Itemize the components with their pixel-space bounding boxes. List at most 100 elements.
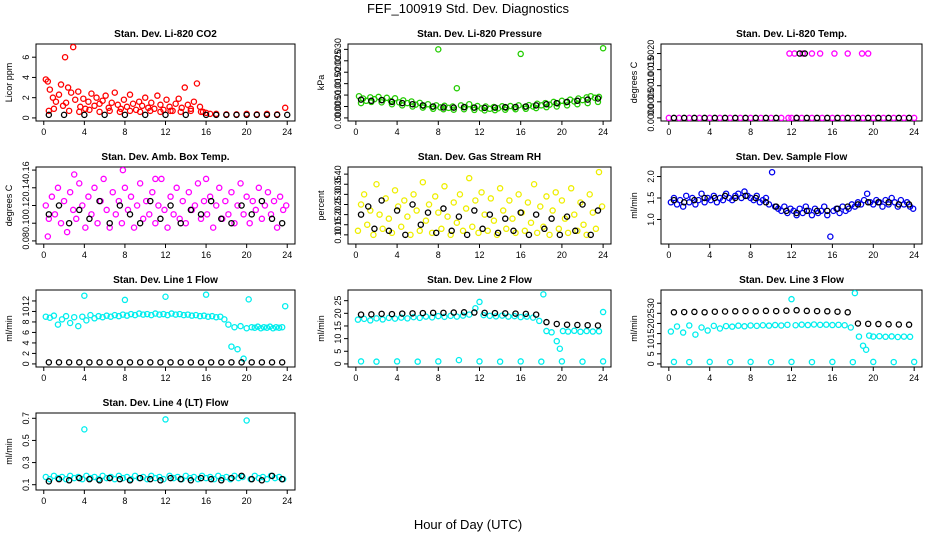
x-tick-label: 0 bbox=[41, 373, 46, 383]
data-point bbox=[502, 103, 509, 111]
data-point bbox=[818, 114, 826, 122]
data-point bbox=[60, 197, 68, 205]
data-point bbox=[119, 311, 127, 318]
data-point bbox=[829, 358, 836, 366]
x-tick-label: 20 bbox=[242, 496, 252, 506]
data-point bbox=[388, 310, 396, 318]
data-point bbox=[111, 311, 119, 319]
data-point bbox=[81, 292, 88, 299]
data-point bbox=[409, 310, 416, 317]
data-point bbox=[503, 225, 510, 233]
data-point bbox=[46, 86, 54, 93]
data-point bbox=[209, 224, 217, 231]
data-point bbox=[532, 104, 540, 112]
data-point bbox=[228, 359, 235, 366]
data-point bbox=[119, 166, 127, 174]
data-point bbox=[506, 197, 513, 204]
data-point bbox=[435, 312, 442, 320]
plot-frame bbox=[347, 289, 612, 368]
data-point bbox=[106, 107, 113, 115]
data-point bbox=[114, 101, 122, 109]
data-point bbox=[197, 474, 205, 482]
data-point bbox=[172, 311, 179, 318]
data-point bbox=[106, 219, 113, 227]
y-tick-label: 15 bbox=[333, 321, 343, 331]
data-point bbox=[167, 202, 174, 209]
data-point bbox=[157, 108, 164, 116]
data-point bbox=[799, 50, 806, 57]
data-point bbox=[55, 475, 63, 483]
data-point bbox=[817, 207, 825, 215]
data-point bbox=[152, 219, 159, 227]
data-point bbox=[200, 197, 208, 205]
data-point bbox=[841, 322, 848, 329]
data-point bbox=[450, 106, 457, 113]
data-point bbox=[567, 185, 575, 192]
data-point bbox=[512, 103, 519, 111]
data-point bbox=[453, 219, 461, 226]
data-point bbox=[357, 96, 365, 103]
data-point bbox=[589, 209, 597, 216]
data-point bbox=[373, 358, 380, 365]
data-point bbox=[905, 114, 913, 122]
panel-title: Stan. Dev. Sample Flow bbox=[736, 152, 848, 163]
data-point bbox=[710, 322, 718, 330]
data-point bbox=[357, 211, 365, 218]
data-point bbox=[94, 219, 101, 227]
chart-panel: Stan. Dev. Line 4 (LT) Flow 0 4 8 12 16 20 24 0.… bbox=[4, 398, 296, 506]
data-point bbox=[808, 50, 816, 57]
data-point bbox=[252, 206, 260, 214]
data-point bbox=[163, 96, 170, 103]
data-point bbox=[45, 359, 53, 366]
data-point bbox=[839, 114, 846, 122]
data-point bbox=[86, 215, 93, 223]
data-point bbox=[885, 199, 892, 206]
data-point bbox=[96, 359, 103, 366]
data-point bbox=[721, 308, 729, 315]
x-tick-label: 8 bbox=[436, 127, 441, 137]
data-point bbox=[711, 194, 719, 202]
data-point bbox=[673, 323, 681, 330]
x-tick-label: 12 bbox=[786, 373, 796, 383]
data-point bbox=[251, 324, 259, 331]
data-point bbox=[752, 308, 759, 315]
y-tick-label: 1.5 bbox=[646, 192, 656, 205]
data-point bbox=[876, 332, 883, 340]
data-point bbox=[243, 417, 250, 424]
data-point bbox=[167, 359, 174, 366]
y-axis-title: ml/min bbox=[629, 192, 639, 219]
data-point bbox=[182, 219, 190, 227]
data-point bbox=[99, 97, 106, 104]
data-point bbox=[835, 321, 842, 329]
data-point bbox=[906, 333, 914, 341]
data-point bbox=[385, 314, 393, 322]
plot-frame bbox=[35, 166, 296, 245]
data-point bbox=[160, 310, 167, 318]
data-point bbox=[670, 114, 678, 122]
data-point bbox=[119, 474, 127, 482]
data-point bbox=[263, 111, 271, 119]
y-tick-label: 2.0 bbox=[646, 170, 656, 183]
y-tick-label: 0.40 bbox=[333, 165, 343, 183]
data-point bbox=[594, 322, 602, 329]
data-point bbox=[747, 114, 754, 122]
data-point bbox=[496, 358, 504, 365]
data-point bbox=[282, 202, 290, 209]
data-point bbox=[142, 197, 150, 205]
data-point bbox=[127, 310, 135, 318]
data-point bbox=[563, 102, 571, 109]
data-point bbox=[419, 104, 427, 111]
data-point bbox=[148, 99, 155, 106]
data-point bbox=[281, 302, 289, 310]
data-point bbox=[278, 323, 286, 331]
data-point bbox=[57, 81, 65, 88]
data-point bbox=[552, 189, 559, 196]
data-point bbox=[79, 313, 86, 320]
data-point bbox=[890, 358, 897, 366]
x-tick-label: 8 bbox=[748, 373, 753, 383]
data-point bbox=[471, 207, 478, 214]
data-point bbox=[735, 322, 742, 329]
data-point bbox=[180, 311, 188, 319]
data-point bbox=[91, 184, 98, 192]
figure-title: FEF_100919 Std. Dev. Diagnostics bbox=[366, 1, 570, 16]
